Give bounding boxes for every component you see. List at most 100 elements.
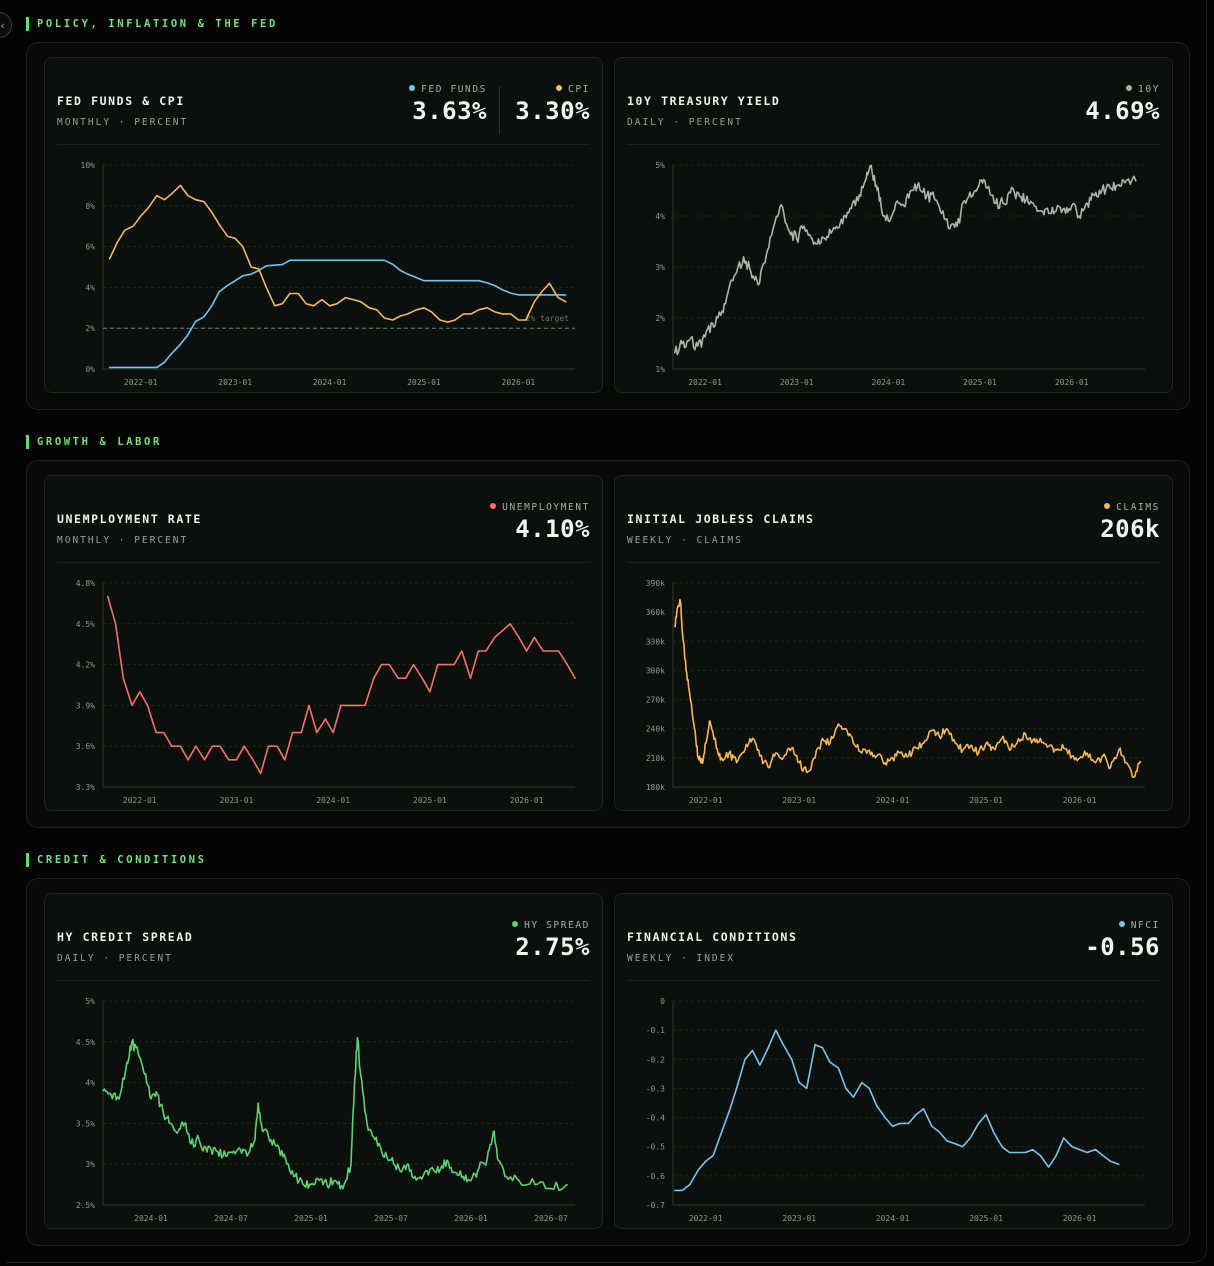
series-line-hy-spread xyxy=(102,1036,568,1192)
y-tick-label: 3.9% xyxy=(76,701,95,710)
x-tick-label: 2025-01 xyxy=(969,796,1003,805)
y-tick-label: -0.1 xyxy=(646,1026,665,1035)
legend-dot-fed-funds xyxy=(409,85,416,91)
card-subtitle: MONTHLY · PERCENT xyxy=(57,535,189,546)
x-tick-label: 2026-01 xyxy=(510,796,544,805)
legend-dot-nfci xyxy=(1118,921,1125,927)
card-subtitle: WEEKLY · INDEX xyxy=(627,953,736,964)
y-tick-label: 8% xyxy=(85,202,95,211)
y-tick-label: 3% xyxy=(85,1160,95,1169)
y-tick-label: 4% xyxy=(85,1079,95,1088)
y-tick-label: 1% xyxy=(655,365,665,374)
x-tick-label: 2023-01 xyxy=(220,796,254,805)
x-tick-label: 2025-01 xyxy=(969,1214,1003,1223)
card-separator xyxy=(57,980,590,981)
section-label-policy: POLICY, INFLATION & THE FED xyxy=(26,17,278,31)
stat-value: -0.56 xyxy=(1085,933,1160,961)
stat-value: 3.63% xyxy=(412,97,487,125)
stat-claims: CLAIMS 206k xyxy=(1100,502,1160,542)
x-tick-label: 2022-01 xyxy=(689,1214,723,1223)
legend-dot-cpi xyxy=(556,85,563,91)
card-subtitle: DAILY · PERCENT xyxy=(57,953,173,964)
section-group-growth: UNEMPLOYMENT RATE MONTHLY · PERCENT UNEM… xyxy=(26,460,1190,828)
legend-label: UNEMPLOYMENT xyxy=(502,502,590,513)
stat-cpi: CPI 3.30% xyxy=(515,84,590,124)
x-tick-label: 2023-01 xyxy=(218,378,252,387)
y-tick-label: 3.5% xyxy=(76,1119,95,1128)
stat-value: 2.75% xyxy=(515,933,590,961)
y-tick-label: -0.5 xyxy=(646,1143,665,1152)
y-tick-label: -0.7 xyxy=(646,1201,665,1210)
series-line-cpi xyxy=(108,184,567,323)
legend-label: HY SPREAD xyxy=(524,920,590,931)
stat-divider xyxy=(499,86,500,134)
y-tick-label: 0 xyxy=(660,997,665,1006)
y-tick-label: -0.3 xyxy=(646,1084,665,1093)
chart-hy-spread: 2.5% 3% 3.5% 4% 4.5% 5% 2024-01 2024-07 2025-01 2… xyxy=(76,997,575,1223)
y-tick-label: 10% xyxy=(81,161,96,170)
chart-unemployment: 3.3% 3.6% 3.9% 4.2% 4.5% 4.8% 2022-01 2023-01 20… xyxy=(76,579,576,805)
y-tick-label: 3% xyxy=(655,263,665,272)
card-title: INITIAL JOBLESS CLAIMS xyxy=(627,512,815,526)
legend-dot-unemployment xyxy=(490,503,497,509)
legend-label: CLAIMS xyxy=(1116,502,1160,513)
stat-unemployment: UNEMPLOYMENT 4.10% xyxy=(490,502,590,542)
card-unemployment: UNEMPLOYMENT RATE MONTHLY · PERCENT UNEM… xyxy=(44,475,603,811)
y-tick-label: 360k xyxy=(646,608,665,617)
section-label-credit: CREDIT & CONDITIONS xyxy=(26,853,207,867)
y-tick-label: 2% xyxy=(655,314,665,323)
card-separator xyxy=(627,980,1160,981)
x-tick-label: 2024-01 xyxy=(316,796,350,805)
legend-label: CPI xyxy=(568,84,590,95)
x-tick-label: 2025-01 xyxy=(413,796,447,805)
chart-financial-conditions: -0.7 -0.6 -0.5 -0.4 -0.3 -0.2 -0.1 0 2022-01 2023… xyxy=(646,997,1145,1223)
x-tick-label: 2026-01 xyxy=(1063,1214,1097,1223)
y-tick-label: 2.5% xyxy=(76,1201,95,1210)
chart-jobless-claims: 180k 210k 240k 270k 300k 330k 360k 390k 2022-01 2… xyxy=(646,579,1145,805)
x-tick-label: 2026-01 xyxy=(1055,378,1089,387)
y-tick-label: -0.2 xyxy=(646,1055,665,1064)
x-tick-label: 2024-01 xyxy=(876,796,910,805)
x-tick-label: 2026-01 xyxy=(454,1214,488,1223)
y-tick-label: 270k xyxy=(646,696,665,705)
y-tick-label: 2% xyxy=(85,324,95,333)
series-line-10y xyxy=(674,164,1137,356)
card-financial-conditions: FINANCIAL CONDITIONS WEEKLY · INDEX NFCI… xyxy=(614,893,1173,1229)
x-tick-label: 2022-01 xyxy=(123,796,157,805)
y-tick-label: 3.6% xyxy=(76,742,95,751)
x-tick-label: 2022-01 xyxy=(124,378,158,387)
x-tick-label: 2022-01 xyxy=(689,796,723,805)
legend-dot-claims xyxy=(1104,503,1111,509)
x-tick-label: 2024-07 xyxy=(214,1214,248,1223)
y-tick-label: 4.5% xyxy=(76,620,95,629)
chart-10y-yield: 1% 2% 3% 4% 5% 2022-01 2023-01 2024-01 2025-01 20… xyxy=(655,161,1145,387)
y-tick-label: 330k xyxy=(646,637,665,646)
y-tick-label: 3.3% xyxy=(76,783,95,792)
legend-label: FED FUNDS xyxy=(421,84,487,95)
x-tick-label: 2025-07 xyxy=(374,1214,408,1223)
legend-dot-hy-spread xyxy=(512,921,519,927)
legend-label: NFCI xyxy=(1130,920,1160,931)
chart-fed-funds-cpi: 0% 2% 4% 6% 8% 10% 2022-01 2023-01 2024-01 2025-0… xyxy=(81,161,575,387)
x-tick-label: 2023-01 xyxy=(782,1214,816,1223)
stat-value: 4.69% xyxy=(1085,97,1160,125)
y-tick-label: 4.2% xyxy=(76,661,95,670)
y-tick-label: -0.4 xyxy=(646,1114,665,1123)
series-line-claims xyxy=(674,598,1142,779)
x-tick-label: 2026-07 xyxy=(534,1214,568,1223)
x-tick-label: 2025-01 xyxy=(963,378,997,387)
y-tick-label: 0% xyxy=(85,365,95,374)
reference-label: 2% target xyxy=(526,314,570,323)
y-tick-label: 180k xyxy=(646,783,665,792)
x-tick-label: 2026-01 xyxy=(1063,796,1097,805)
section-group-policy: FED FUNDS & CPI MONTHLY · PERCENT FED FU… xyxy=(26,42,1190,410)
y-tick-label: 5% xyxy=(655,161,665,170)
card-separator xyxy=(57,144,590,145)
x-tick-label: 2024-01 xyxy=(134,1214,168,1223)
card-title: HY CREDIT SPREAD xyxy=(57,930,194,944)
card-fed-funds-cpi: FED FUNDS & CPI MONTHLY · PERCENT FED FU… xyxy=(44,57,603,393)
x-tick-label: 2026-01 xyxy=(502,378,536,387)
x-tick-label: 2024-01 xyxy=(313,378,347,387)
section-group-credit: HY CREDIT SPREAD DAILY · PERCENT HY SPRE… xyxy=(26,878,1190,1246)
y-tick-label: 300k xyxy=(646,666,665,675)
